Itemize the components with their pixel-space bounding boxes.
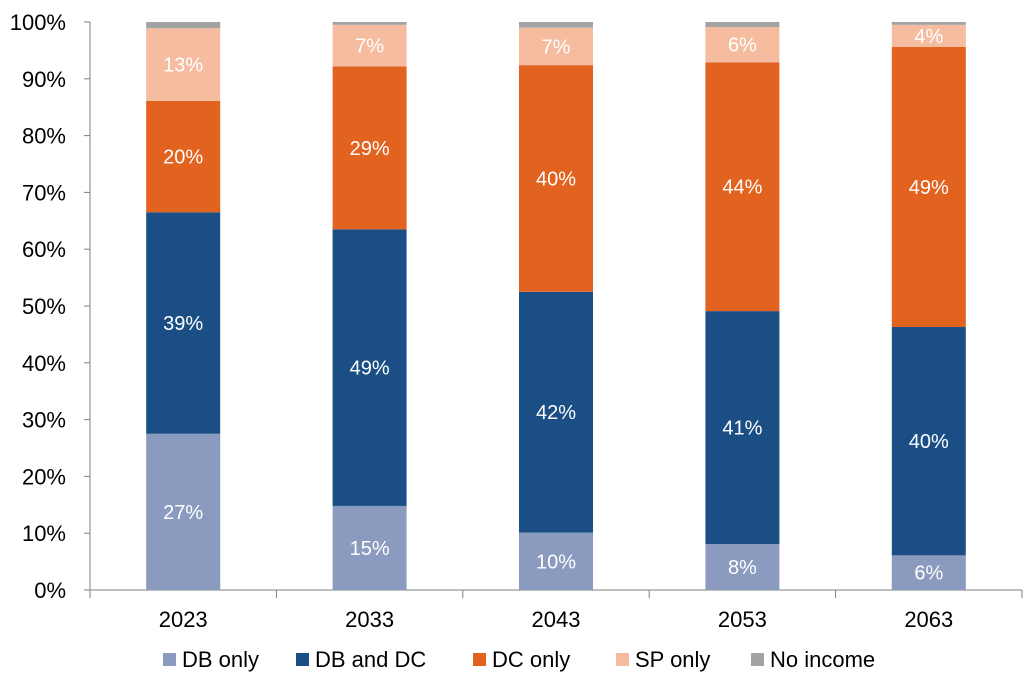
data-label: 40% [909,431,949,453]
legend-label: No income [770,647,875,672]
legend-swatch [616,653,629,666]
bar-segment-no-income-2063 [891,22,966,25]
data-label: 27% [163,502,203,524]
y-tick-label: 90% [22,67,66,92]
data-label: 13% [163,55,203,77]
bar-segment-db-and-dc-2063 [891,327,966,556]
data-label: 44% [722,177,762,199]
y-axis: 0% 10% 20% 30% 40% 50% 60% 70% 80% 90% 100% [10,10,91,603]
bar-segment-sp-only-2023 [146,28,221,101]
bar-segment-db-and-dc-2053 [705,311,780,544]
legend: DB only DB and DC DC only SP only No income [163,647,875,672]
legend-swatch [163,653,176,666]
legend-label: DC only [492,647,570,672]
data-label: 6% [914,563,943,585]
legend-label: SP only [635,647,710,672]
y-tick-label: 80% [22,124,66,149]
bar-segment-db-only-2063 [891,555,966,590]
bar-segment-db-only-2033 [332,505,407,590]
x-axis: 2023 2033 2043 2053 2063 [89,589,1023,632]
bar-segment-db-and-dc-2023 [146,212,221,434]
data-label: 7% [355,36,384,58]
bar-segment-no-income-2053 [705,22,780,28]
legend-swatch [751,653,764,666]
bar-segment-sp-only-2063 [891,24,966,47]
bar-segment-sp-only-2053 [705,27,780,63]
bar-segment-no-income-2043 [519,22,593,28]
bar-segment-sp-only-2033 [332,24,407,67]
data-labels: 27% 39% 20% 13% 15% 49% 29% 7% 10% 42% 40% 7% 8% 41% 4… [163,26,949,585]
data-label: 7% [542,36,571,58]
bar-segment-db-and-dc-2043 [519,291,593,533]
y-tick-label: 20% [22,464,66,489]
bar-segment-no-income-2033 [332,22,407,25]
y-tick-label: 100% [10,10,66,35]
legend-label: DB only [182,647,259,672]
y-tick-label: 10% [22,521,66,546]
bar-segment-dc-only-2023 [146,100,221,213]
x-category-label: 2033 [345,607,394,632]
legend-label: DB and DC [315,647,426,672]
data-label: 6% [728,35,757,57]
x-category-label: 2053 [718,607,767,632]
bar-segment-db-and-dc-2033 [332,229,407,506]
x-category-label: 2043 [532,607,581,632]
y-tick-label: 60% [22,237,66,262]
bar-segment-db-only-2023 [146,433,221,590]
y-tick-label: 50% [22,294,66,319]
bar-segment-dc-only-2043 [519,65,593,292]
legend-swatch [473,653,486,666]
bar-segment-dc-only-2063 [891,46,966,328]
data-label: 42% [536,402,576,424]
data-label: 15% [350,538,390,560]
data-label: 40% [536,168,576,190]
legend-swatch [296,653,309,666]
y-tick-label: 40% [22,351,66,376]
data-label: 49% [350,358,390,380]
x-category-label: 2063 [904,607,953,632]
data-label: 8% [728,557,757,579]
bar-segment-db-only-2053 [705,543,780,590]
data-label: 49% [909,177,949,199]
data-label: 29% [350,138,390,160]
bars [146,22,966,590]
bar-segment-dc-only-2053 [705,62,780,312]
y-tick-label: 70% [22,180,66,205]
bar-segment-db-only-2043 [519,532,593,590]
x-category-label: 2023 [159,607,208,632]
data-label: 39% [163,313,203,335]
data-label: 41% [722,418,762,440]
bar-segment-no-income-2023 [146,22,221,29]
y-tick-label: 0% [34,578,66,603]
data-label: 4% [914,26,943,48]
y-tick-label: 30% [22,408,66,433]
data-label: 20% [163,147,203,169]
bar-segment-sp-only-2043 [519,27,593,66]
data-label: 10% [536,551,576,573]
bar-segment-dc-only-2033 [332,66,407,230]
